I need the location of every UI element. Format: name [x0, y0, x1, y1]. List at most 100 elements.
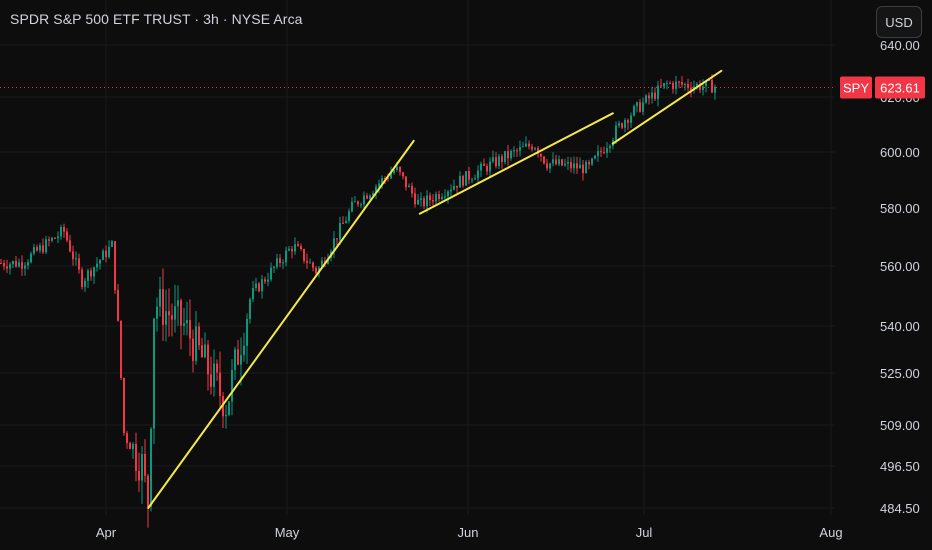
candle: [534, 146, 536, 151]
candle: [540, 153, 542, 162]
candle: [357, 200, 359, 207]
trendline-3[interactable]: [611, 69, 723, 145]
candle-body: [639, 102, 641, 112]
candle: [585, 159, 587, 174]
trendlines[interactable]: [147, 69, 723, 509]
last-price-text: 623.61: [880, 80, 920, 95]
candle: [303, 248, 305, 264]
time-tick-label: Jul: [636, 525, 653, 540]
candle-body: [291, 248, 293, 252]
candle: [297, 240, 299, 247]
candle: [285, 246, 287, 267]
candle-body: [24, 265, 26, 269]
candle-body: [441, 197, 443, 199]
candle-body: [369, 195, 371, 199]
time-tick-label: Apr: [96, 525, 117, 540]
candle-body: [366, 195, 368, 199]
candle-body: [201, 345, 203, 358]
candle: [45, 235, 47, 254]
time-tick-label: Jun: [458, 525, 479, 540]
candle-body: [195, 326, 197, 361]
candle: [465, 170, 467, 186]
candle-body: [51, 237, 53, 241]
candle-body: [549, 163, 551, 169]
candle-body: [84, 280, 86, 287]
candle: [546, 159, 548, 171]
candle-body: [651, 92, 653, 99]
candle-body: [543, 156, 545, 164]
candle-body: [558, 159, 560, 165]
candle: [645, 94, 647, 104]
candle-body: [285, 250, 287, 263]
candle: [666, 80, 668, 90]
chart-title: SPDR S&P 500 ETF TRUST · 3h · NYSE Arca: [10, 11, 303, 27]
candle: [159, 276, 161, 317]
candle: [162, 268, 164, 341]
time-axis[interactable]: Apr May Jun Jul Aug: [96, 525, 843, 540]
price-tick-label: 560.00: [880, 259, 920, 274]
candle-body: [390, 173, 392, 179]
candle-body: [474, 178, 476, 180]
candle-body: [207, 344, 209, 375]
candle-body: [687, 83, 689, 88]
candle: [51, 236, 53, 243]
candle: [378, 179, 380, 194]
candle: [570, 157, 572, 173]
candle: [18, 258, 20, 268]
candle-body: [462, 176, 464, 186]
candle-body: [96, 263, 98, 268]
candle-body: [582, 164, 584, 174]
candle: [249, 297, 251, 324]
candle: [420, 192, 422, 207]
currency-button[interactable]: USD: [876, 6, 922, 38]
candle: [579, 157, 581, 169]
candle: [300, 243, 302, 251]
candle-body: [282, 262, 284, 264]
candle: [108, 240, 110, 259]
candle: [657, 80, 659, 107]
candle: [591, 157, 593, 166]
candle-body: [684, 83, 686, 85]
candle: [171, 303, 173, 337]
candle-body: [372, 193, 374, 196]
candle: [498, 153, 500, 170]
candle: [114, 240, 116, 295]
candle: [27, 259, 29, 270]
candle-body: [477, 170, 479, 179]
candle-body: [411, 185, 413, 194]
candle: [270, 262, 272, 282]
candle: [381, 175, 383, 189]
candle: [582, 160, 584, 181]
trendline-2[interactable]: [418, 112, 614, 215]
candle: [462, 174, 464, 188]
candle-body: [261, 279, 263, 292]
candle-body: [12, 260, 14, 265]
candle: [597, 145, 599, 162]
candle-body: [402, 172, 404, 177]
candle-body: [294, 244, 296, 252]
candle: [636, 101, 638, 113]
candle-body: [540, 153, 542, 157]
candle: [600, 147, 602, 158]
candle: [474, 174, 476, 180]
candle: [174, 284, 176, 333]
candle: [525, 136, 527, 148]
trendline-1[interactable]: [147, 139, 415, 509]
candle: [192, 329, 194, 373]
candle-body: [162, 289, 164, 325]
candle-body: [480, 163, 482, 171]
candle: [198, 322, 200, 351]
price-axis[interactable]: 640.00620.00600.00580.00560.00540.00525.…: [880, 38, 920, 516]
candle-body: [567, 162, 569, 164]
candle: [123, 377, 125, 436]
candle: [567, 156, 569, 171]
candle: [234, 346, 236, 380]
candle-body: [654, 92, 656, 99]
candle: [606, 142, 608, 158]
candle: [345, 216, 347, 224]
candle-body: [231, 369, 233, 402]
candle-body: [306, 260, 308, 263]
candle: [255, 277, 257, 292]
candle: [309, 258, 311, 264]
